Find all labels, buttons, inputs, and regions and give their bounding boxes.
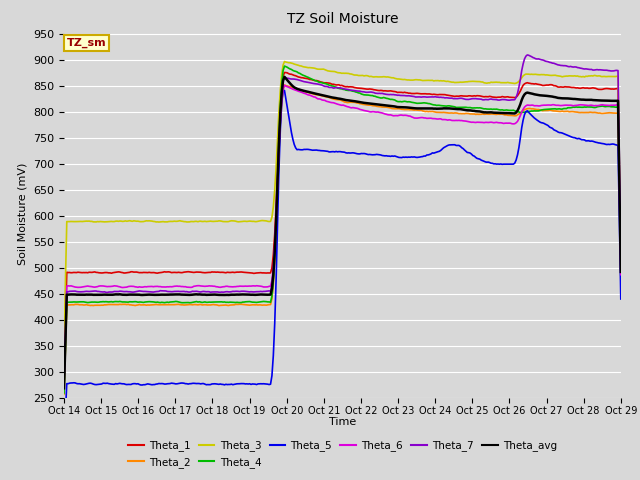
Theta_7	[617, 251, 625, 257]
Theta_3	[60, 342, 68, 348]
Theta_4	[282, 64, 290, 70]
Theta_5	[617, 296, 625, 302]
Theta_avg	[281, 74, 289, 80]
Theta_6	[463, 119, 471, 124]
Theta_2	[463, 110, 471, 116]
Theta_2	[282, 83, 290, 88]
Theta_4	[281, 63, 289, 69]
Theta_6	[281, 83, 289, 88]
Theta_2	[412, 107, 419, 113]
Theta_1	[467, 93, 474, 99]
Theta_4	[127, 299, 135, 305]
Line: Theta_avg: Theta_avg	[64, 77, 621, 388]
Line: Theta_4: Theta_4	[64, 66, 621, 393]
Theta_7	[465, 96, 472, 102]
Theta_3	[241, 218, 249, 224]
Theta_avg	[60, 385, 68, 391]
Theta_avg	[617, 269, 625, 275]
Theta_7	[462, 96, 470, 102]
Title: TZ Soil Moisture: TZ Soil Moisture	[287, 12, 398, 26]
Theta_5	[463, 150, 471, 156]
Line: Theta_1: Theta_1	[64, 72, 621, 375]
Theta_3	[467, 79, 474, 84]
Line: Theta_3: Theta_3	[64, 61, 621, 345]
Theta_1	[281, 70, 289, 75]
Theta_4	[60, 390, 68, 396]
Theta_7	[60, 384, 68, 389]
Theta_4	[412, 100, 419, 106]
Theta_7	[127, 289, 135, 295]
Theta_6	[412, 115, 419, 121]
Theta_avg	[127, 292, 135, 298]
Theta_1	[463, 93, 471, 99]
Theta_4	[241, 299, 249, 305]
Legend: Theta_1, Theta_2, Theta_3, Theta_4, Theta_5, Theta_6, Theta_7, Theta_avg: Theta_1, Theta_2, Theta_3, Theta_4, Thet…	[128, 441, 557, 468]
Theta_7	[241, 288, 249, 294]
Theta_5	[127, 382, 135, 387]
Theta_6	[60, 380, 68, 386]
Theta_2	[127, 302, 135, 308]
Theta_2	[241, 302, 249, 308]
Theta_4	[463, 105, 471, 110]
Line: Theta_6: Theta_6	[64, 85, 621, 383]
Theta_6	[467, 119, 474, 125]
Theta_avg	[467, 108, 474, 113]
Theta_3	[412, 77, 419, 83]
Theta_1	[617, 262, 625, 267]
Theta_1	[282, 70, 290, 75]
Theta_avg	[282, 76, 290, 82]
Theta_2	[60, 392, 68, 397]
Theta_2	[281, 82, 289, 88]
Theta_6	[617, 272, 625, 277]
Theta_6	[241, 283, 249, 289]
Theta_4	[467, 105, 474, 110]
Theta_3	[281, 59, 289, 64]
Theta_avg	[412, 106, 419, 111]
Theta_4	[617, 273, 625, 278]
Theta_avg	[463, 108, 471, 113]
Theta_avg	[241, 292, 249, 298]
Theta_7	[281, 74, 289, 80]
Text: TZ_sm: TZ_sm	[67, 38, 106, 48]
X-axis label: Time: Time	[329, 418, 356, 427]
Theta_5	[279, 87, 287, 93]
Theta_7	[524, 52, 531, 58]
Theta_5	[467, 150, 474, 156]
Theta_1	[60, 372, 68, 378]
Theta_5	[412, 155, 419, 160]
Theta_5	[241, 381, 249, 387]
Theta_3	[282, 59, 290, 65]
Theta_3	[463, 79, 471, 84]
Theta_1	[241, 270, 249, 276]
Theta_7	[410, 94, 418, 99]
Theta_6	[127, 283, 135, 289]
Theta_5	[282, 96, 290, 102]
Theta_2	[617, 276, 625, 282]
Theta_1	[127, 269, 135, 275]
Theta_1	[412, 91, 419, 96]
Line: Theta_2: Theta_2	[64, 85, 621, 395]
Line: Theta_5: Theta_5	[64, 90, 621, 442]
Theta_3	[617, 254, 625, 260]
Theta_3	[127, 218, 135, 224]
Theta_6	[282, 83, 290, 89]
Theta_5	[60, 439, 68, 444]
Line: Theta_7: Theta_7	[64, 55, 621, 386]
Y-axis label: Soil Moisture (mV): Soil Moisture (mV)	[17, 162, 28, 265]
Theta_2	[467, 111, 474, 117]
